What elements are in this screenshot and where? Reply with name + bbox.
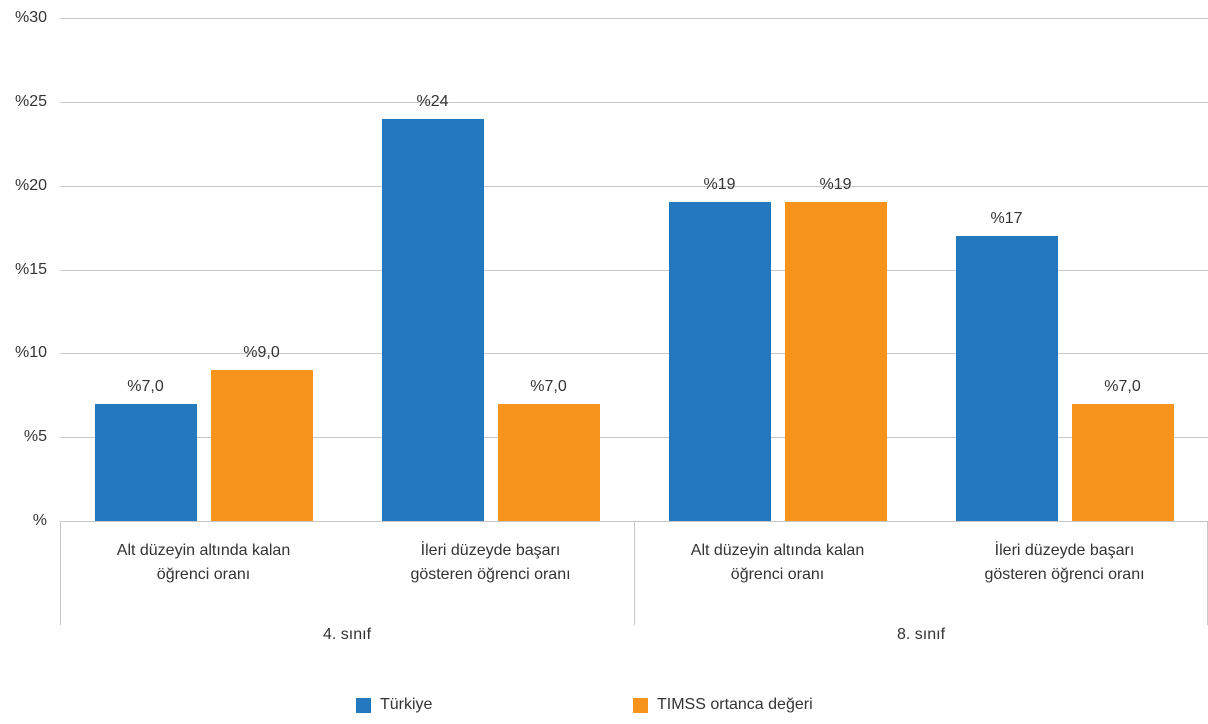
y-tick-label: %: [32, 512, 47, 529]
bar: [210, 370, 313, 521]
separator: [634, 521, 635, 625]
value-label: %19: [703, 176, 736, 194]
bar: [955, 235, 1058, 521]
grid-line: [60, 101, 1208, 103]
y-tick-label: %15: [14, 260, 47, 278]
y-tick-label: %5: [23, 428, 47, 446]
value-label: %7,0: [1104, 377, 1141, 395]
axis-line: [60, 521, 1208, 522]
bar: [784, 202, 887, 521]
y-tick-label: %10: [14, 344, 47, 362]
x-tick-label: Alt düzeyin altında kalan öğrenci oranı: [116, 542, 291, 583]
bar: [94, 403, 197, 521]
grid-line: [60, 437, 1208, 439]
bar: [668, 202, 771, 521]
legend-label: Türkiye: [380, 696, 433, 713]
separator: [60, 521, 61, 625]
legend-label: TIMSS ortanca değeri: [657, 696, 813, 713]
value-label: %24: [416, 92, 449, 110]
grid-line: [60, 185, 1208, 187]
y-tick-label: %25: [14, 92, 47, 110]
legend-swatch: [633, 698, 648, 713]
group-label: 4. sınıf: [322, 626, 372, 643]
value-label: %9,0: [243, 344, 280, 362]
bar: [497, 403, 600, 521]
group-label: 8. sınıf: [896, 626, 946, 643]
grid-line: [60, 269, 1208, 271]
value-label: %7,0: [127, 377, 164, 395]
x-tick-label: İleri düzeyde başarı gösteren öğrenci or…: [410, 542, 571, 583]
value-label: %7,0: [530, 377, 567, 395]
legend-swatch: [356, 698, 371, 713]
grid-line: [60, 18, 1208, 19]
x-tick-label: Alt düzeyin altında kalan öğrenci oranı: [690, 542, 865, 583]
y-tick-label: %30: [14, 9, 47, 26]
bar: [381, 118, 484, 521]
value-label: %19: [819, 176, 852, 194]
x-tick-label: İleri düzeyde başarı gösteren öğrenci or…: [984, 542, 1145, 583]
value-label: %17: [990, 209, 1023, 227]
y-tick-label: %20: [14, 176, 47, 194]
grid-line: [60, 353, 1208, 355]
bar: [1071, 403, 1174, 521]
